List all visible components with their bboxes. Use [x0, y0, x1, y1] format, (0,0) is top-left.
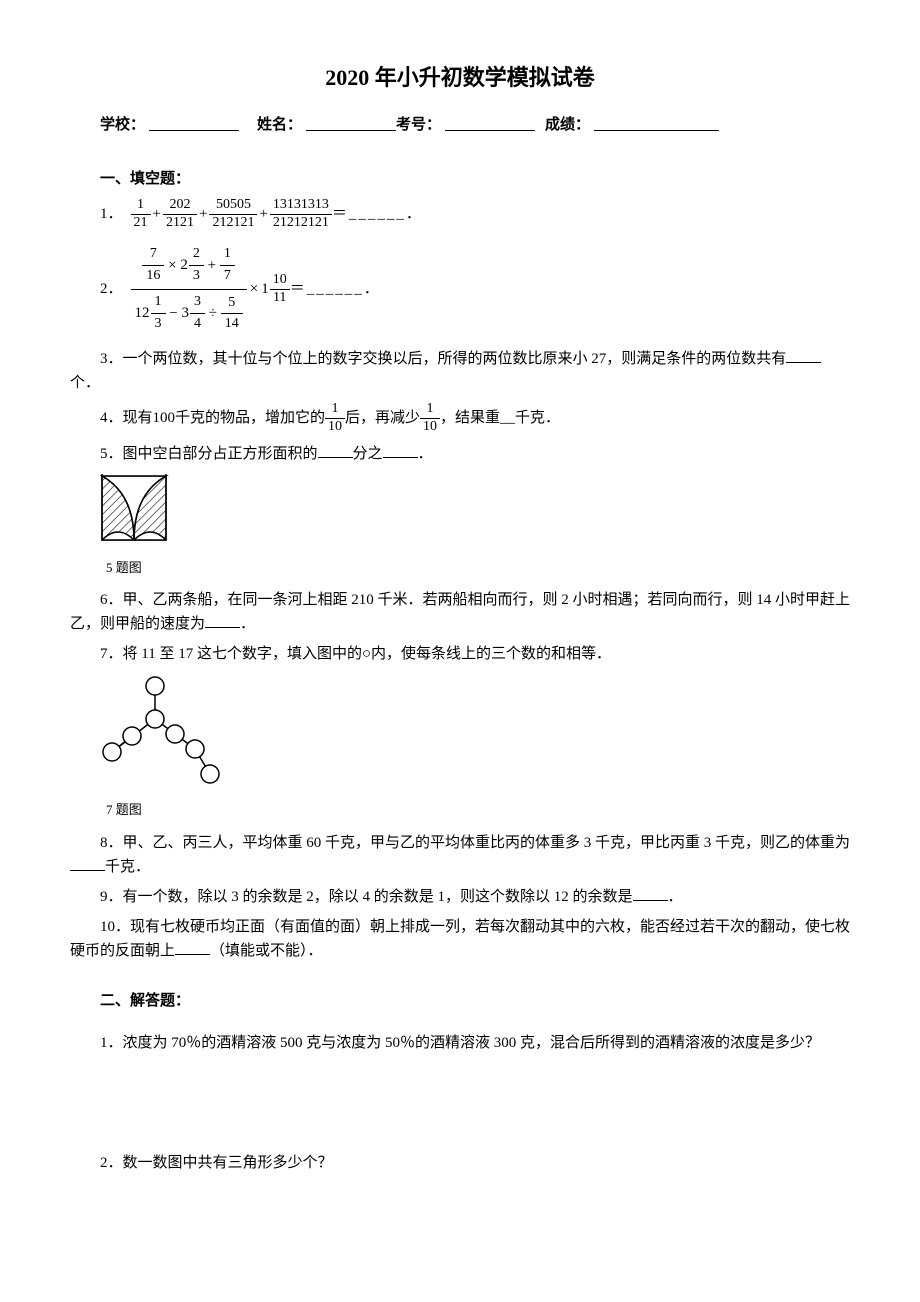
q8: 8．甲、乙、丙三人，平均体重 60 千克，甲与乙的平均体重比丙的体重多 3 千克… [70, 831, 850, 879]
school-blank [149, 113, 239, 131]
q5-text-b: 分之 [353, 446, 383, 462]
q1-frac3: 50505212121 [209, 197, 257, 232]
q2-right-mixed: 1 1011 [261, 272, 290, 307]
q2-blank: ＝______． [290, 277, 381, 301]
q5-figure [70, 474, 850, 550]
q3-blank [786, 348, 821, 363]
q5-caption: 5 题图 [70, 558, 850, 579]
name-label: 姓名： [257, 113, 302, 137]
q8-blank [70, 856, 105, 871]
header-fields: 学校： 姓名： 考号： 成绩： [70, 113, 850, 137]
q7-caption: 7 题图 [70, 800, 850, 821]
exam-title: 2020 年小升初数学模拟试卷 [70, 60, 850, 95]
q1-num: 1． [100, 202, 123, 226]
q9: 9．有一个数，除以 3 的余数是 2，除以 4 的余数是 1，则这个数除以 12… [70, 885, 850, 909]
q8-text-b: 千克． [105, 859, 150, 875]
q5-text-a: 5．图中空白部分占正方形面积的 [100, 446, 318, 462]
q4-frac1: 110 [325, 401, 345, 436]
q3-text-a: 3．一个两位数，其十位与个位上的数字交换以后，所得的两位数比原来小 27，则满足… [70, 351, 786, 367]
q5: 5．图中空白部分占正方形面积的 分之 ． [70, 442, 850, 466]
school-label: 学校： [100, 113, 145, 137]
q6-blank [205, 613, 240, 628]
q5-text-c: ． [418, 446, 433, 462]
q4-text-a: 4．现有100千克的物品，增加它的 [100, 406, 325, 430]
q10: 10．现有七枚硬币均正面（有面值的面）朝上排成一列，若每次翻动其中的六枚，能否经… [70, 915, 850, 963]
q7-text: 7．将 11 至 17 这七个数字，填入图中的○内，使每条线上的三个数的和相等． [100, 646, 611, 662]
examid-blank [445, 113, 535, 131]
score-blank [594, 113, 719, 131]
minus-op: − [169, 305, 177, 321]
times-op: × [250, 277, 258, 301]
q4-text-b: 后，再减少 [345, 406, 420, 430]
answer-space-1 [70, 1061, 850, 1151]
q7-svg [100, 674, 220, 784]
q5-svg [100, 474, 170, 542]
plus-op: + [153, 202, 161, 226]
q1: 1． 121 + 2022121 + 50505212121 + 1313131… [70, 197, 850, 232]
q1-frac2: 2022121 [163, 197, 197, 232]
q1-frac4: 1313131321212121 [270, 197, 332, 232]
q1-frac1: 121 [131, 197, 151, 232]
plus-op: + [208, 257, 216, 273]
q4-text-c: ，结果重__千克． [440, 406, 560, 430]
q6: 6．甲、乙两条船，在同一条河上相距 210 千米．若两船相向而行，则 2 小时相… [70, 588, 850, 636]
q2-num: 2． [100, 277, 123, 301]
q2-bigfrac: 716 × 223 + 17 1213 − 334 ÷ 514 [131, 242, 247, 337]
s2-q1-text: 1．浓度为 70％的酒精溶液 500 克与浓度为 50％的酒精溶液 300 克，… [100, 1035, 820, 1051]
q9-text-a: 9．有一个数，除以 3 的余数是 2，除以 4 的余数是 1，则这个数除以 12… [100, 889, 633, 905]
s2-q1: 1．浓度为 70％的酒精溶液 500 克与浓度为 50％的酒精溶液 300 克，… [70, 1031, 850, 1055]
section2-heading: 二、解答题： [70, 989, 850, 1013]
q9-text-b: ． [668, 889, 683, 905]
q4-frac2: 110 [420, 401, 440, 436]
q2: 2． 716 × 223 + 17 1213 − 334 ÷ 514 × 1 1… [70, 242, 850, 337]
examid-label: 考号： [396, 113, 441, 137]
s2-q2: 2．数一数图中共有三角形多少个？ [70, 1151, 850, 1175]
q4: 4．现有100千克的物品，增加它的 110 后，再减少 110 ，结果重__千克… [70, 401, 850, 436]
q10-blank [175, 940, 210, 955]
q6-text-a: 6．甲、乙两条船，在同一条河上相距 210 千米．若两船相向而行，则 2 小时相… [70, 592, 850, 632]
q8-text-a: 8．甲、乙、丙三人，平均体重 60 千克，甲与乙的平均体重比丙的体重多 3 千克… [70, 835, 850, 851]
q6-text-b: ． [240, 616, 255, 632]
name-blank [306, 113, 396, 131]
q9-blank [633, 886, 668, 901]
q7-figure [70, 674, 850, 792]
q1-blank: ＝______． [332, 202, 423, 226]
score-label: 成绩： [545, 113, 590, 137]
plus-op: + [259, 202, 267, 226]
s2-q2-text: 2．数一数图中共有三角形多少个？ [100, 1155, 333, 1171]
section1-heading: 一、填空题： [70, 167, 850, 191]
plus-op: + [199, 202, 207, 226]
q5-blank1 [318, 443, 353, 458]
times-op: × [168, 257, 176, 273]
q5-blank2 [383, 443, 418, 458]
q7: 7．将 11 至 17 这七个数字，填入图中的○内，使每条线上的三个数的和相等． [70, 642, 850, 666]
div-op: ÷ [209, 305, 217, 321]
q3: 3．一个两位数，其十位与个位上的数字交换以后，所得的两位数比原来小 27，则满足… [70, 347, 850, 395]
q10-text-b: （填能或不能）． [210, 943, 323, 959]
q3-text-b: 个． [70, 375, 100, 391]
